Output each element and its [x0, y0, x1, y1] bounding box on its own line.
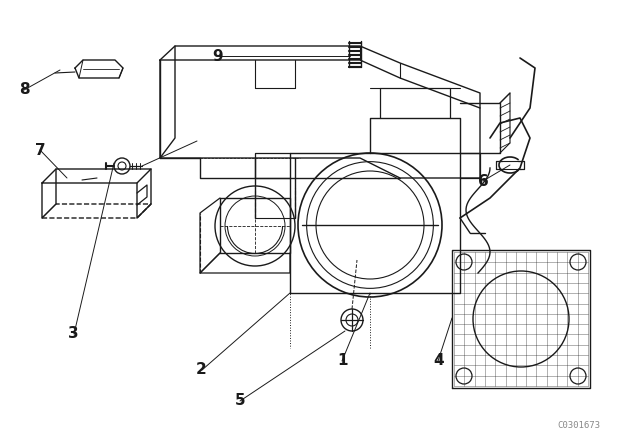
Text: 8: 8 [19, 82, 29, 97]
Circle shape [341, 309, 363, 331]
Circle shape [456, 368, 472, 384]
Circle shape [570, 368, 586, 384]
Circle shape [114, 158, 130, 174]
Text: 2: 2 [196, 362, 207, 377]
Text: 5: 5 [235, 393, 245, 409]
Text: 3: 3 [68, 326, 79, 341]
Text: 9: 9 [212, 48, 223, 64]
Circle shape [570, 254, 586, 270]
Circle shape [473, 271, 569, 367]
Text: 1: 1 [337, 353, 348, 368]
Text: C0301673: C0301673 [557, 421, 600, 430]
Text: 4: 4 [433, 353, 444, 368]
Text: 7: 7 [35, 142, 45, 158]
Text: 6: 6 [478, 174, 488, 189]
Circle shape [456, 254, 472, 270]
